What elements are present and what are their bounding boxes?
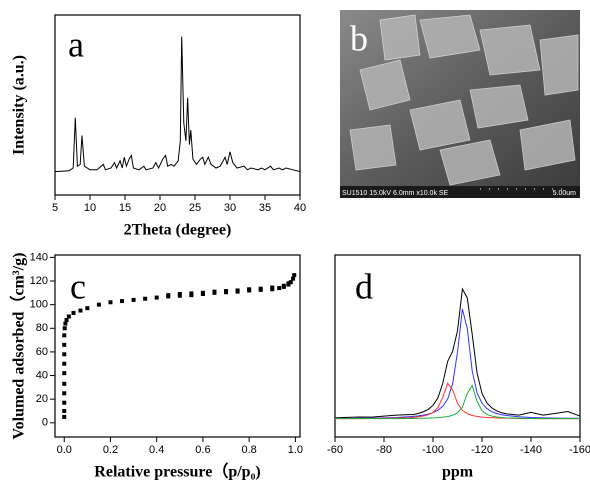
y-tick-label: 60 [36, 346, 48, 358]
x-axis-label: Relative pressure（p/p₀) [94, 463, 260, 481]
x-tick-label: 1.0 [288, 444, 303, 456]
data-point [281, 283, 286, 288]
data-point [108, 300, 113, 305]
panel-label: a [68, 24, 84, 64]
data-line [335, 308, 580, 419]
x-tick-label: -120 [471, 444, 493, 456]
data-line [335, 384, 580, 420]
data-point [62, 371, 67, 376]
data-point [62, 361, 67, 366]
y-tick-label: 20 [36, 393, 48, 405]
plot-frame [334, 254, 581, 438]
data-point [286, 281, 291, 286]
data-point [85, 306, 90, 311]
data-point [131, 297, 136, 302]
x-tick-label: 35 [259, 202, 271, 214]
y-tick-label: 100 [30, 299, 48, 311]
data-point [189, 291, 194, 296]
x-tick-label: -60 [327, 444, 343, 456]
data-point [177, 292, 182, 296]
data-line [54, 36, 301, 173]
data-point [71, 310, 76, 315]
x-tick-label: 10 [84, 202, 96, 214]
x-tick-label: 30 [224, 202, 236, 214]
x-tick-label: -80 [376, 444, 392, 456]
sem-crystals [349, 14, 579, 186]
y-tick-label: 40 [36, 369, 48, 381]
data-line [334, 287, 581, 419]
data-point [66, 314, 71, 319]
data-point [277, 286, 282, 291]
data-point [235, 288, 240, 293]
data-point [200, 290, 205, 295]
plot-frame [54, 14, 301, 196]
data-point [288, 280, 293, 285]
data-point [224, 289, 229, 294]
x-tick-label: 0.0 [57, 444, 72, 456]
y-tick-label: 140 [30, 251, 48, 263]
data-point [62, 391, 67, 396]
sem-scale: 5.00um [553, 190, 577, 197]
sem-info-bar [340, 186, 580, 198]
y-tick-label: 0 [42, 417, 48, 429]
panel-label: c [70, 266, 86, 306]
x-tick-label: -140 [520, 444, 542, 456]
data-point [62, 352, 67, 357]
x-tick-label: -160 [569, 444, 590, 456]
x-tick-label: 0.2 [103, 444, 118, 456]
data-point [64, 318, 69, 322]
data-point [154, 295, 159, 300]
x-tick-label: 5 [52, 202, 58, 214]
x-tick-label: 0.6 [195, 444, 210, 456]
data-point [270, 285, 275, 290]
data-point [62, 381, 67, 386]
plot-frame [54, 254, 301, 438]
panel-label: b [350, 18, 368, 58]
y-tick-label: 80 [36, 322, 48, 334]
sem-image: SU1510 15.0kV 6.0mm x10.0k SE 5.00um b [340, 10, 580, 198]
data-point [212, 289, 217, 294]
data-point [292, 273, 297, 278]
x-tick-label: 0.4 [149, 444, 164, 456]
data-point [143, 296, 148, 301]
data-point [62, 414, 67, 419]
x-axis-label: ppm [442, 464, 474, 481]
data-point [62, 342, 67, 347]
panel-label: d [355, 266, 373, 306]
data-point [62, 326, 67, 331]
x-tick-label: 15 [119, 202, 131, 214]
data-point [62, 409, 67, 413]
x-tick-label: 20 [154, 202, 166, 214]
data-point [62, 400, 67, 405]
data-point [96, 302, 101, 307]
sem-caption: SU1510 15.0kV 6.0mm x10.0k SE [342, 190, 449, 197]
data-point [78, 308, 83, 313]
data-point [120, 299, 125, 304]
x-tick-label: 25 [189, 202, 201, 214]
x-tick-label: 40 [294, 202, 306, 214]
data-point [247, 287, 252, 292]
x-tick-label: -100 [422, 444, 444, 456]
x-tick-label: 0.8 [242, 444, 257, 456]
data-point [291, 276, 296, 281]
data-point [62, 333, 67, 338]
y-axis-label: Intensity (a.u.) [11, 55, 28, 155]
data-point [258, 286, 263, 291]
y-axis-label: Volumed adsorbed（cm³/g) [10, 253, 28, 440]
data-point [63, 321, 68, 326]
x-axis-label: 2Theta (degree) [124, 222, 232, 239]
data-point [166, 293, 171, 298]
y-tick-label: 120 [30, 275, 48, 287]
